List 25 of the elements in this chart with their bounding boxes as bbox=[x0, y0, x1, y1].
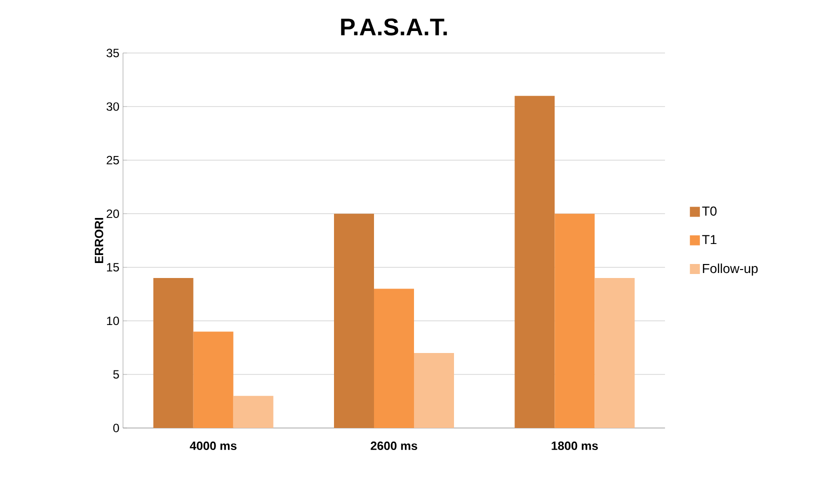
y-tick-label: 20 bbox=[106, 209, 120, 218]
x-tick-label: 2600 ms bbox=[370, 442, 418, 450]
legend-label: Follow-up bbox=[702, 264, 758, 276]
chart-title: P.A.S.A.T. bbox=[341, 18, 447, 36]
bar bbox=[514, 96, 555, 428]
bar bbox=[193, 332, 234, 428]
y-tick-label: 25 bbox=[106, 156, 119, 164]
bar bbox=[153, 278, 194, 428]
legend-label: T1 bbox=[702, 235, 716, 244]
y-tick-label: 0 bbox=[113, 424, 120, 432]
y-axis-title: ERRORI bbox=[94, 218, 104, 264]
y-tick-label: 15 bbox=[107, 263, 119, 272]
y-tick-label: 30 bbox=[106, 102, 120, 111]
bar bbox=[414, 353, 454, 428]
bar bbox=[594, 278, 635, 428]
bar bbox=[554, 214, 595, 428]
legend-label: T0 bbox=[702, 206, 717, 216]
x-tick-label: 4000 ms bbox=[190, 442, 237, 450]
bar bbox=[374, 288, 414, 428]
x-tick-label: 1800 ms bbox=[552, 442, 598, 450]
y-tick-label: 10 bbox=[107, 316, 120, 326]
bar bbox=[334, 214, 374, 428]
y-tick-label: 35 bbox=[106, 48, 119, 58]
bar bbox=[233, 396, 274, 428]
y-tick-label: 5 bbox=[113, 370, 119, 379]
